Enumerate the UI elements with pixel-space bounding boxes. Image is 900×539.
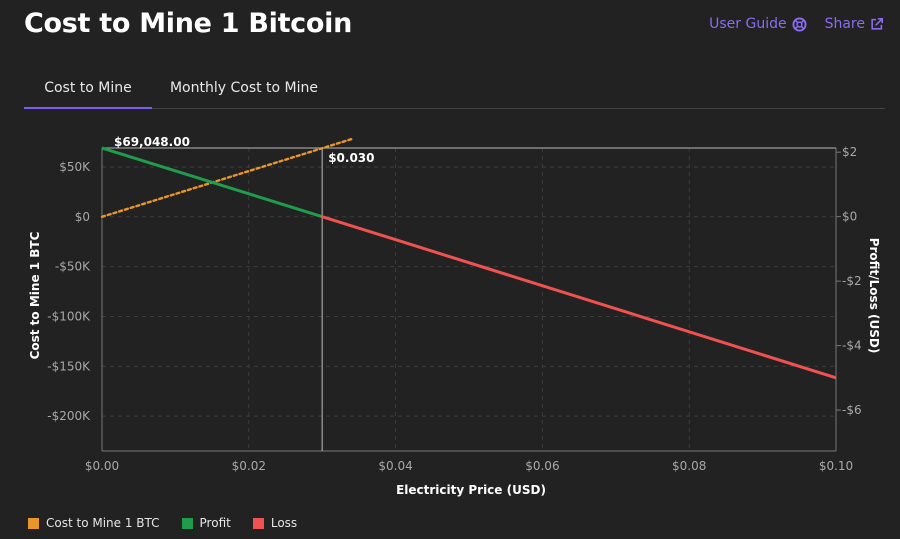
y-left-tick-label: $0 (75, 210, 90, 224)
y-left-tick-label: -$200K (47, 409, 91, 423)
breakeven-annotation: $0.030 (328, 151, 374, 165)
y-right-axis-title: Profit/Loss (USD) (867, 238, 881, 354)
legend-swatch-loss (252, 517, 264, 529)
y-left-tick-label: -$50K (55, 260, 91, 274)
chart-legend: Cost to Mine 1 BTC Profit Loss (28, 516, 297, 530)
y-left-tick-label: -$150K (47, 359, 91, 373)
share-label: Share (824, 16, 865, 32)
x-tick-label: $0.04 (378, 459, 412, 473)
share-link[interactable]: Share (825, 16, 884, 32)
tab-monthly-cost-to-mine[interactable]: Monthly Cost to Mine (169, 80, 319, 96)
user-guide-label: User Guide (709, 16, 787, 32)
legend-item-cost[interactable]: Cost to Mine 1 BTC (28, 516, 160, 530)
series-loss (320, 215, 836, 380)
legend-label-cost: Cost to Mine 1 BTC (46, 516, 160, 530)
legend-swatch-profit (181, 517, 193, 529)
lifebuoy-icon (792, 16, 807, 32)
share-icon (871, 17, 884, 30)
page-title: Cost to Mine 1 Bitcoin (24, 8, 353, 39)
series-profit (102, 146, 324, 219)
header-links: User Guide Share (709, 16, 884, 32)
y-right-tick-label: $0 (842, 210, 857, 224)
x-tick-label: $0.06 (525, 459, 559, 473)
legend-label-loss: Loss (270, 516, 298, 530)
x-tick-label: $0.08 (672, 459, 706, 473)
btc-price-annotation: $69,048.00 (114, 135, 190, 149)
cost-to-mine-chart: $0.00 $0.02 $0.04 $0.06 $0.08 $0.10 $50K $0 -$50… (28, 135, 881, 497)
x-tick-label: $0.10 (819, 459, 853, 473)
series-cost-to-mine (100, 137, 353, 219)
legend-swatch-cost (28, 517, 39, 529)
legend-item-loss[interactable]: Loss (252, 516, 298, 530)
y-right-tick-label: -$4 (842, 339, 862, 353)
tab-cost-to-mine[interactable]: Cost to Mine (24, 68, 152, 109)
legend-item-profit[interactable]: Profit (181, 516, 231, 530)
x-tick-label: $0.00 (85, 459, 119, 473)
user-guide-link[interactable]: User Guide (709, 16, 807, 32)
y-left-tick-label: -$100K (47, 309, 91, 323)
y-left-axis-title: Cost to Mine 1 BTC (28, 231, 42, 359)
tab-bar: Cost to Mine Monthly Cost to Mine (24, 68, 885, 109)
y-right-tick-label: -$6 (842, 403, 862, 417)
legend-label-profit: Profit (199, 516, 231, 530)
y-right-tick-label: $2 (842, 145, 857, 159)
y-left-tick-label: $50K (59, 160, 91, 174)
y-right-tick-label: -$2 (842, 274, 862, 288)
x-axis-title: Electricity Price (USD) (396, 483, 546, 497)
x-tick-label: $0.02 (232, 459, 266, 473)
